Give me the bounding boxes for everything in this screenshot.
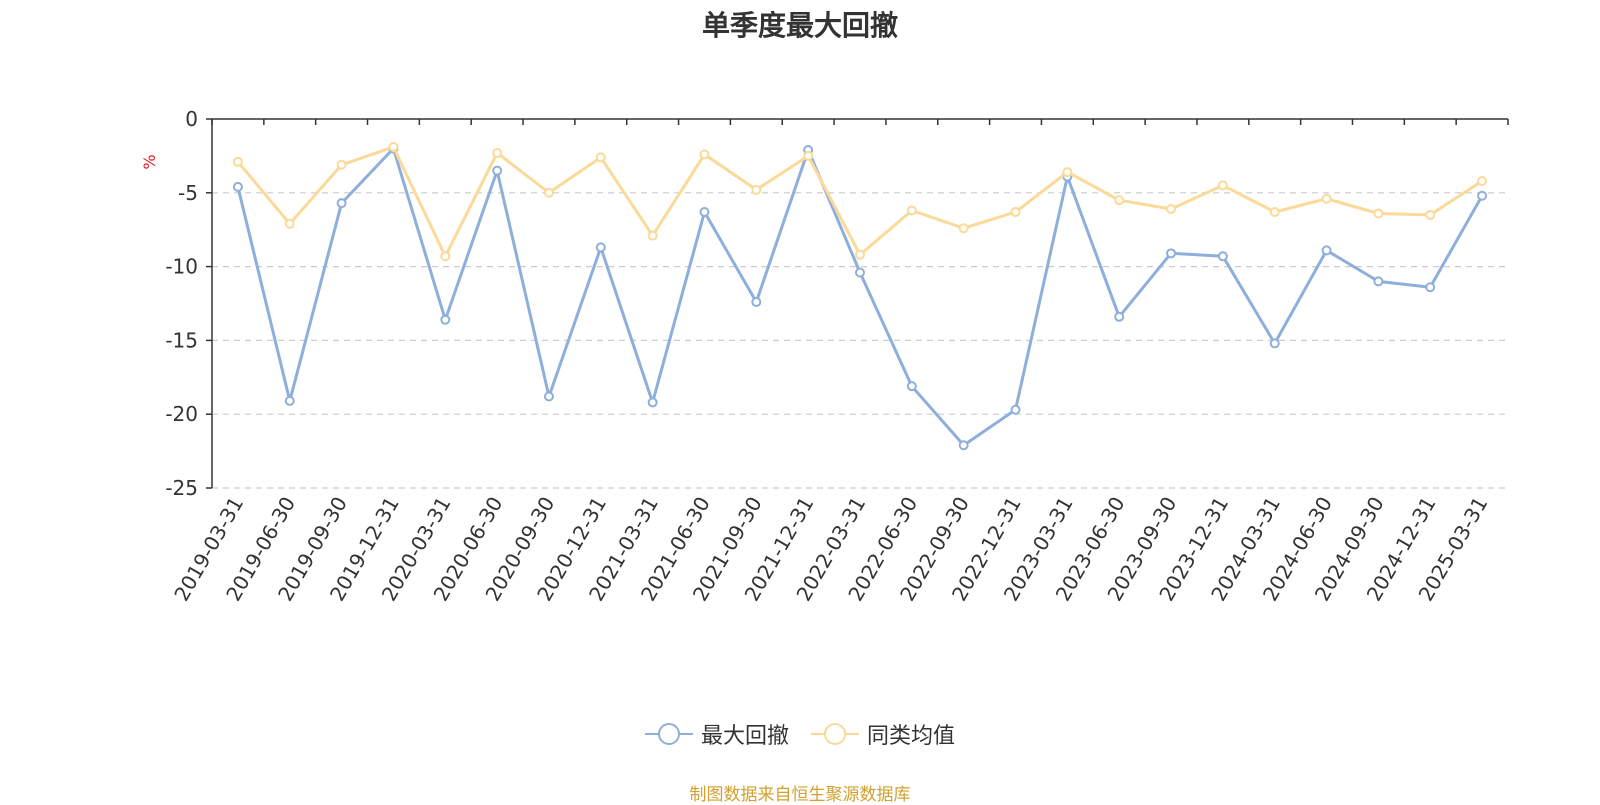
data-point bbox=[1217, 251, 1228, 262]
data-point bbox=[440, 251, 451, 262]
data-point bbox=[958, 440, 969, 451]
data-point bbox=[647, 230, 658, 241]
data-point bbox=[492, 165, 503, 176]
data-source-note: 制图数据来自恒生聚源数据库 bbox=[689, 785, 911, 805]
data-point bbox=[543, 187, 554, 198]
data-point bbox=[855, 249, 865, 260]
data-point bbox=[1269, 206, 1280, 217]
data-point bbox=[1217, 180, 1228, 191]
data-point bbox=[1425, 282, 1436, 293]
data-point bbox=[906, 381, 917, 392]
data-point bbox=[1010, 206, 1021, 217]
data-point bbox=[1321, 193, 1332, 204]
data-point bbox=[336, 198, 347, 209]
data-point bbox=[1010, 404, 1021, 415]
data-point bbox=[1477, 190, 1488, 201]
legend: 最大回撤 同类均值 bbox=[0, 718, 1600, 750]
data-point bbox=[595, 242, 606, 253]
y-tick-label: 0 bbox=[185, 107, 198, 131]
data-point bbox=[1114, 195, 1125, 206]
y-tick-label: -20 bbox=[165, 402, 198, 426]
data-point bbox=[1373, 276, 1384, 287]
series-line-2 bbox=[236, 145, 1483, 258]
y-tick-label: -5 bbox=[178, 181, 198, 205]
data-point bbox=[595, 152, 606, 163]
legend-marker-icon bbox=[811, 723, 859, 745]
data-point bbox=[1114, 311, 1125, 322]
data-point bbox=[232, 156, 243, 167]
data-point bbox=[751, 297, 762, 308]
legend-marker-icon bbox=[644, 723, 693, 745]
data-point bbox=[1062, 167, 1073, 178]
chart-title: 单季度最大回撤 bbox=[701, 9, 898, 42]
data-point bbox=[1425, 209, 1436, 220]
y-tick-label: -10 bbox=[165, 255, 198, 279]
y-tick-label: -25 bbox=[165, 476, 198, 500]
data-point bbox=[906, 205, 917, 216]
data-point bbox=[440, 314, 451, 325]
data-point bbox=[284, 395, 295, 406]
data-point bbox=[751, 184, 762, 195]
y-unit-label: % bbox=[140, 154, 159, 169]
y-tick-label: -15 bbox=[165, 328, 198, 352]
data-point bbox=[232, 181, 243, 192]
data-point bbox=[1269, 338, 1280, 349]
data-point bbox=[543, 391, 554, 402]
data-point bbox=[803, 150, 814, 161]
legend-label: 同类均值 bbox=[867, 724, 956, 749]
data-point bbox=[699, 206, 710, 217]
data-point bbox=[336, 159, 347, 170]
data-point bbox=[958, 223, 969, 234]
data-point bbox=[492, 147, 503, 158]
data-point bbox=[1373, 208, 1384, 219]
data-point bbox=[388, 142, 399, 153]
legend-item-1[interactable]: 最大回撤 bbox=[644, 718, 789, 750]
data-point bbox=[855, 267, 865, 278]
data-point bbox=[1321, 245, 1332, 256]
data-point bbox=[284, 218, 295, 229]
data-point bbox=[1166, 204, 1177, 215]
data-point bbox=[699, 149, 710, 160]
data-point bbox=[1166, 248, 1177, 259]
data-point bbox=[647, 397, 658, 408]
data-point bbox=[1477, 175, 1488, 186]
legend-item-2[interactable]: 同类均值 bbox=[811, 718, 955, 750]
legend-label: 最大回撤 bbox=[700, 724, 789, 749]
